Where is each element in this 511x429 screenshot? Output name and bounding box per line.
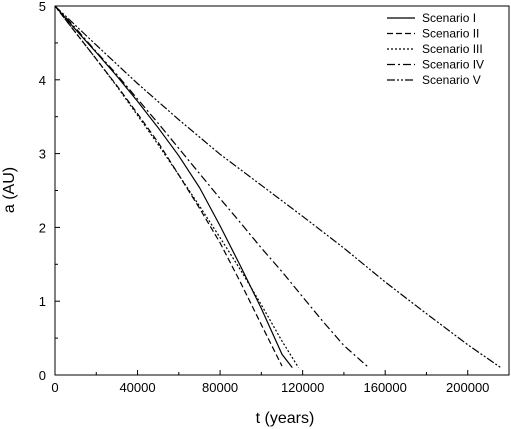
y-tick-label: 3 xyxy=(39,147,46,162)
series-line-5 xyxy=(54,5,502,369)
y-tick-label: 5 xyxy=(39,0,46,14)
x-tick-label: 80000 xyxy=(202,380,238,395)
x-tick-label: 40000 xyxy=(119,380,155,395)
x-tick-label: 160000 xyxy=(363,380,406,395)
y-tick-label: 1 xyxy=(39,294,46,309)
y-tick-label: 4 xyxy=(39,73,46,88)
series-line-4 xyxy=(54,5,370,369)
legend-label: Scenario II xyxy=(422,27,479,41)
series-line-2 xyxy=(54,5,283,367)
series-line-3 xyxy=(54,5,300,368)
x-axis-title: t (years) xyxy=(256,410,315,427)
legend-label: Scenario I xyxy=(422,11,476,25)
legend-label: Scenario IV xyxy=(422,58,484,72)
legend-label: Scenario III xyxy=(422,42,483,56)
series-line-1 xyxy=(54,5,293,368)
x-tick-label: 120000 xyxy=(281,380,324,395)
x-tick-label: 200000 xyxy=(446,380,489,395)
y-tick-label: 2 xyxy=(39,220,46,235)
legend-label: Scenario V xyxy=(422,73,481,87)
plot-area xyxy=(54,5,502,369)
y-axis-title: a (AU) xyxy=(1,167,18,213)
x-tick-label: 0 xyxy=(51,380,58,395)
axes: 0 40000 80000 120000 160000 200000 0 1 2 3 4 5 xyxy=(39,0,510,395)
y-tick-label: 0 xyxy=(39,368,46,383)
